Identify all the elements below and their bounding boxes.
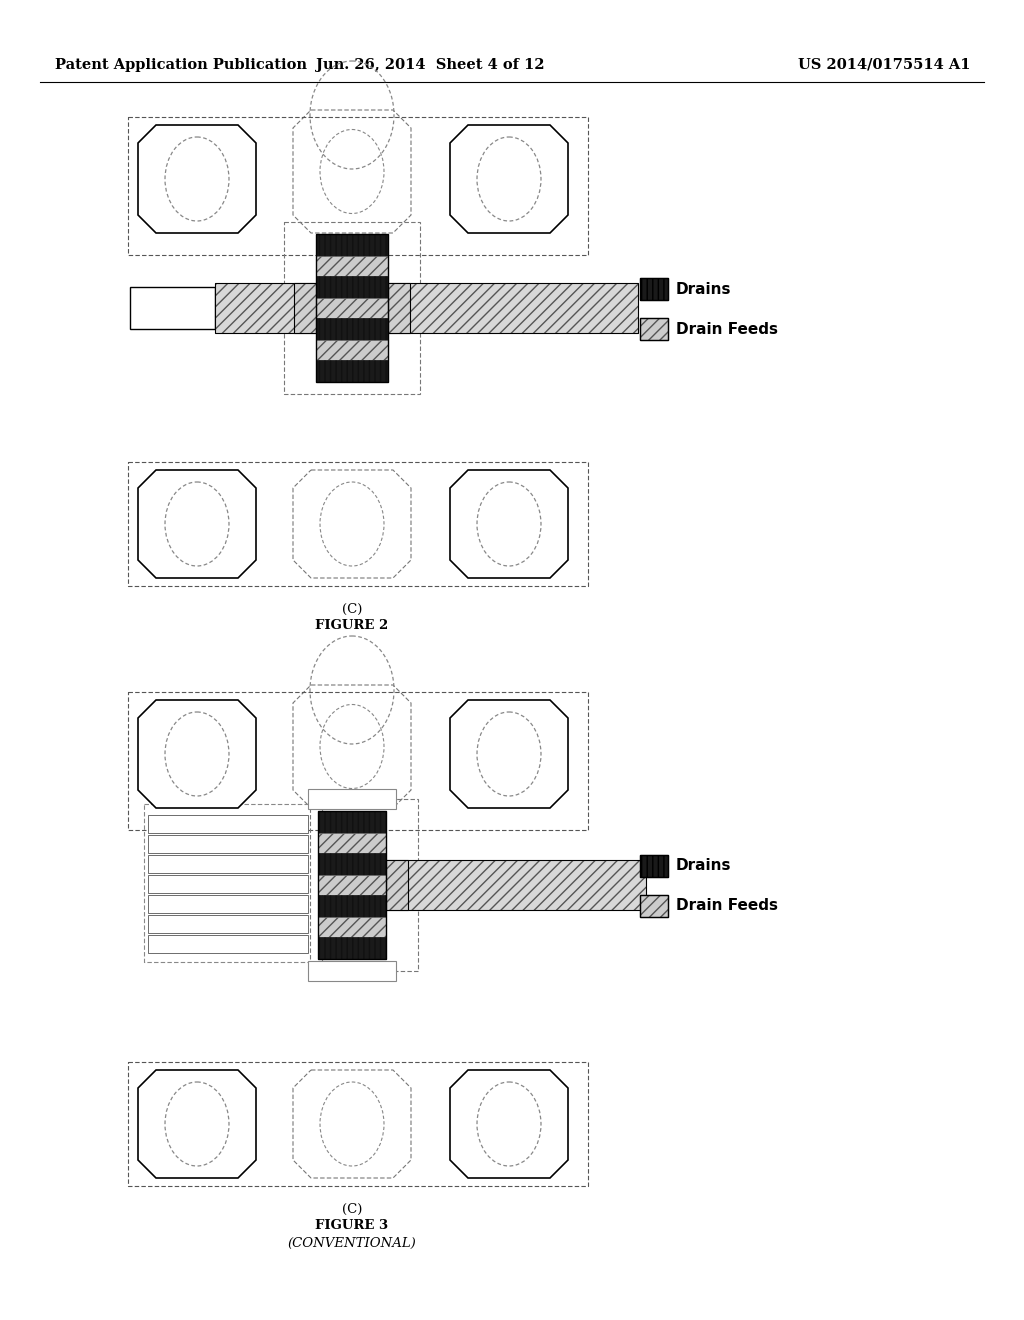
Text: Drain Feeds: Drain Feeds (676, 899, 778, 913)
Bar (128, 462, 588, 586)
Bar (386, 861, 646, 909)
Bar (388, 282, 638, 333)
Text: Drains: Drains (676, 281, 731, 297)
Bar (316, 360, 388, 381)
Bar (640, 318, 668, 341)
Bar (294, 282, 316, 333)
Bar (316, 318, 388, 341)
Bar (316, 256, 388, 276)
Polygon shape (450, 125, 568, 234)
Bar (148, 836, 308, 853)
Bar (316, 341, 388, 360)
Polygon shape (450, 700, 568, 808)
Bar (310, 799, 418, 972)
Bar (640, 895, 668, 917)
Bar (284, 222, 420, 393)
Bar (148, 814, 308, 833)
Bar (386, 861, 408, 909)
Text: FIGURE 2: FIGURE 2 (315, 619, 389, 632)
Bar (318, 917, 386, 937)
Bar (294, 282, 316, 333)
Bar (148, 875, 308, 894)
Bar (318, 895, 386, 917)
Bar (144, 804, 322, 962)
Bar (318, 853, 386, 875)
Bar (640, 318, 668, 341)
Text: Jun. 26, 2014  Sheet 4 of 12: Jun. 26, 2014 Sheet 4 of 12 (315, 58, 545, 73)
Polygon shape (138, 700, 256, 808)
Bar (215, 282, 316, 333)
Bar (388, 282, 410, 333)
Text: Drains: Drains (676, 858, 731, 874)
Text: (C): (C) (342, 1203, 362, 1216)
Bar (318, 833, 386, 853)
Bar (318, 810, 386, 960)
Bar (316, 234, 388, 381)
Text: Patent Application Publication: Patent Application Publication (55, 58, 307, 73)
Bar (640, 279, 668, 300)
Polygon shape (138, 1071, 256, 1177)
Bar (128, 1063, 588, 1185)
Bar (318, 875, 386, 895)
Bar (318, 937, 386, 960)
Bar (128, 117, 588, 255)
Bar (308, 789, 396, 809)
Bar (316, 234, 388, 256)
Bar (318, 810, 386, 833)
Bar (640, 895, 668, 917)
Bar (386, 861, 408, 909)
Bar (148, 915, 308, 933)
Text: (C): (C) (342, 603, 362, 616)
Bar (148, 855, 308, 873)
Bar (148, 895, 308, 913)
Bar (640, 855, 668, 876)
Bar (130, 286, 215, 329)
Text: Drain Feeds: Drain Feeds (676, 322, 778, 337)
Polygon shape (450, 1071, 568, 1177)
Text: (CONVENTIONAL): (CONVENTIONAL) (288, 1237, 417, 1250)
Bar (316, 298, 388, 318)
Bar (148, 935, 308, 953)
Bar (388, 282, 410, 333)
Bar (128, 692, 588, 830)
Bar (388, 282, 638, 333)
Bar (215, 282, 316, 333)
Polygon shape (138, 470, 256, 578)
Text: FIGURE 3: FIGURE 3 (315, 1218, 388, 1232)
Bar (640, 279, 668, 300)
Polygon shape (138, 125, 256, 234)
Text: US 2014/0175514 A1: US 2014/0175514 A1 (798, 58, 970, 73)
Bar (386, 861, 646, 909)
Bar (308, 961, 396, 981)
Polygon shape (450, 470, 568, 578)
Bar (640, 855, 668, 876)
Bar (316, 276, 388, 298)
